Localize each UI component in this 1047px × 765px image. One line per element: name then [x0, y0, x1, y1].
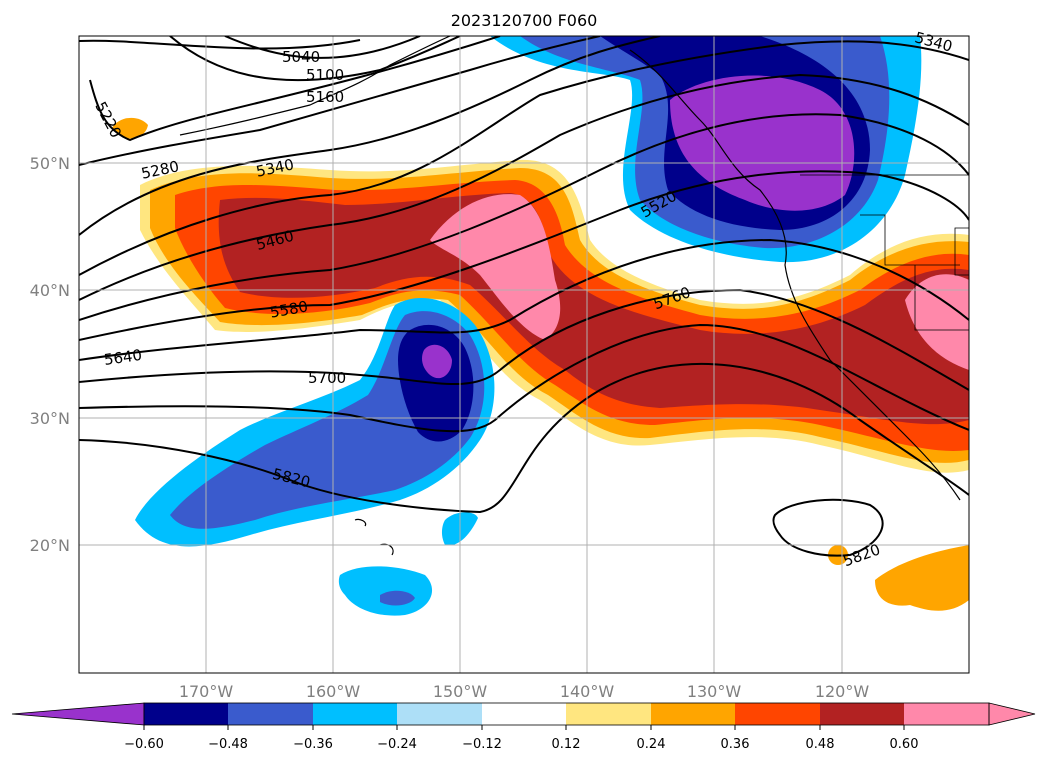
colorbar-segment	[144, 703, 228, 725]
contour-label: 5160	[306, 88, 344, 106]
colorbar-tick: −0.36	[293, 737, 333, 752]
negative-anomaly-central-060	[422, 344, 452, 379]
borders	[800, 174, 969, 331]
map-frame	[78, 35, 970, 674]
contour-label: 5700	[308, 369, 346, 387]
lon-label: 160°W	[306, 682, 361, 701]
colorbar-tick: −0.48	[208, 737, 248, 752]
colorbar-segment	[820, 703, 904, 725]
longitude-labels: 170°W 160°W 150°W 140°W 130°W 120°W	[179, 682, 870, 701]
colorbar-extend-right	[988, 702, 1036, 726]
colorbar-tick: −0.60	[124, 737, 164, 752]
colorbar-tick: 0.36	[721, 737, 750, 752]
negative-anomaly-hawaii-core	[380, 590, 415, 606]
lat-label: 50°N	[30, 154, 70, 173]
lon-label: 130°W	[687, 682, 742, 701]
lat-label: 30°N	[30, 409, 70, 428]
colorbar-tick: −0.24	[377, 737, 417, 752]
shaded-field	[79, 36, 969, 616]
colorbar-segment	[228, 703, 313, 725]
lon-label: 170°W	[179, 682, 234, 701]
colorbar-segment	[735, 703, 820, 725]
negative-anomaly-hawaii	[338, 566, 433, 616]
lat-label: 20°N	[30, 536, 70, 555]
colorbar-segment	[566, 703, 651, 725]
lon-label: 150°W	[433, 682, 488, 701]
colorbar-segment	[397, 703, 482, 725]
coastlines	[179, 36, 961, 556]
colorbar-tick: 0.12	[552, 737, 581, 752]
contour-label: 5640	[103, 346, 143, 369]
colorbar-segment	[313, 703, 397, 725]
graticule	[79, 36, 969, 673]
colorbar-segment	[651, 703, 735, 725]
colorbar-tick: 0.48	[806, 737, 835, 752]
positive-anomaly-south	[875, 545, 969, 611]
positive-anomaly-060-west	[430, 194, 561, 340]
positive-anomaly-060-east	[905, 274, 969, 370]
colorbar-tick: 0.60	[890, 737, 919, 752]
positive-anomaly-small-2	[112, 117, 148, 139]
colorbar-segment	[904, 703, 989, 725]
colorbar-tick: −0.12	[462, 737, 502, 752]
height-contours	[79, 36, 969, 557]
colorbar-extend-left	[11, 702, 145, 726]
contour-label: 5100	[306, 66, 344, 84]
lon-label: 120°W	[815, 682, 870, 701]
colorbar-tick: 0.24	[637, 737, 666, 752]
colorbar-segment	[482, 703, 566, 725]
negative-anomaly-north-060	[670, 75, 855, 211]
contour-label: 5040	[282, 48, 320, 66]
lat-label: 40°N	[30, 281, 70, 300]
colorbar: −0.60 −0.48 −0.36 −0.24 −0.12 0.12 0.24 …	[11, 702, 1036, 752]
map-title: 2023120700 F060	[451, 11, 598, 30]
lon-label: 140°W	[560, 682, 615, 701]
latitude-labels: 50°N 40°N 30°N 20°N	[30, 154, 70, 555]
